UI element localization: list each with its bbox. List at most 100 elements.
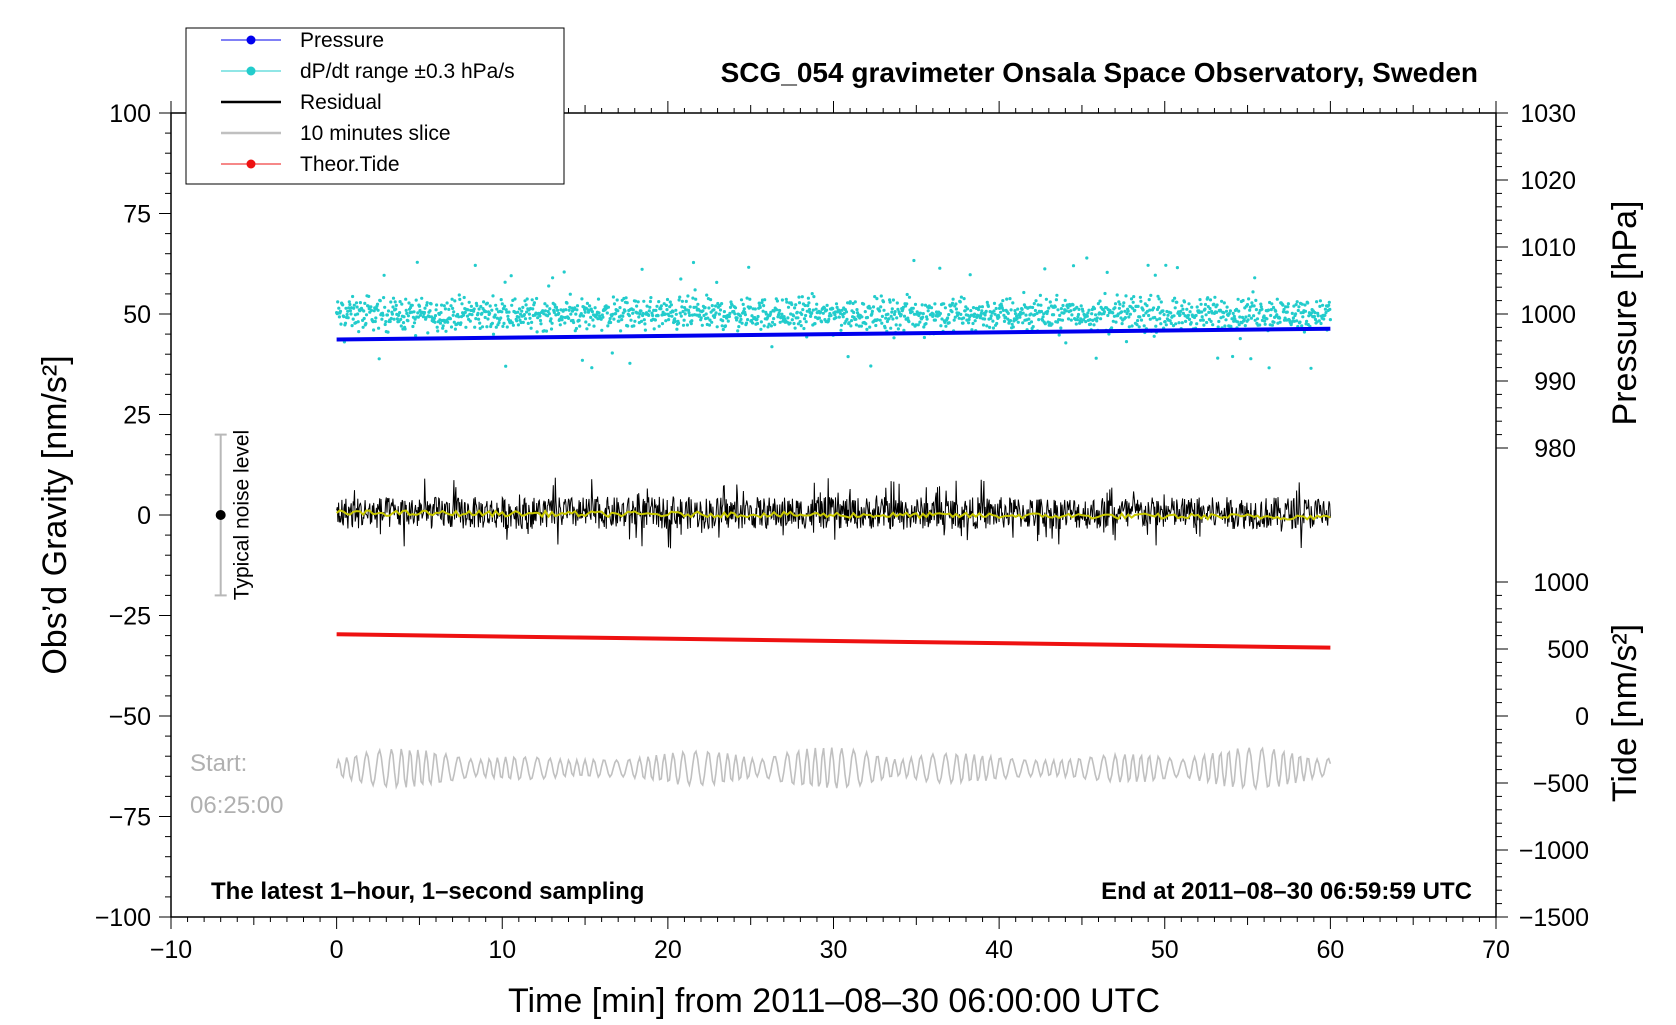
dpdt-point bbox=[671, 310, 675, 314]
dpdt-point bbox=[1016, 320, 1020, 324]
dpdt-point bbox=[1217, 319, 1221, 324]
legend-items: Pressure dP/dt range ±0.3 hPa/s Residual 10… bbox=[221, 29, 515, 176]
dpdt-point bbox=[757, 301, 761, 305]
dpdt-point bbox=[1166, 313, 1170, 317]
dpdt-point bbox=[356, 320, 360, 324]
dpdt-point bbox=[762, 304, 766, 308]
dpdt-point bbox=[606, 324, 610, 328]
dpdt-point bbox=[813, 322, 817, 326]
dpdt-point bbox=[1107, 332, 1111, 336]
dpdt-point bbox=[1200, 310, 1204, 314]
dpdt-point bbox=[959, 295, 964, 299]
dpdt-point bbox=[849, 324, 853, 328]
dpdt-point bbox=[1252, 314, 1256, 318]
dpdt-point bbox=[520, 309, 524, 313]
dpdt-point bbox=[1060, 318, 1065, 322]
dpdt-point bbox=[1221, 315, 1225, 319]
dpdt-point bbox=[759, 320, 764, 324]
dpdt-point bbox=[1061, 303, 1065, 308]
dpdt-point bbox=[1212, 302, 1216, 306]
dpdt-point bbox=[879, 294, 883, 298]
dpdt-point bbox=[1275, 297, 1279, 301]
noise-center-dot bbox=[215, 510, 226, 520]
pressure-line bbox=[336, 326, 1331, 342]
dpdt-point bbox=[631, 311, 635, 315]
dpdt-point bbox=[1128, 312, 1132, 316]
dpdt-point bbox=[1031, 305, 1035, 310]
dpdt-point bbox=[840, 308, 844, 312]
dpdt-point bbox=[868, 306, 872, 310]
end-time-note: End at 2011–08–30 06:59:59 UTC bbox=[1101, 878, 1472, 905]
dpdt-point bbox=[827, 317, 831, 321]
dpdt-point bbox=[1328, 307, 1332, 311]
dpdt-point bbox=[753, 316, 757, 320]
dpdt-point bbox=[896, 307, 900, 311]
dpdt-point bbox=[342, 315, 346, 319]
dpdt-point bbox=[1085, 256, 1089, 260]
dpdt-point bbox=[739, 298, 744, 302]
dpdt-point bbox=[988, 325, 992, 329]
dpdt-point bbox=[715, 325, 719, 329]
dpdt-point bbox=[531, 307, 535, 311]
dpdt-point bbox=[1282, 307, 1286, 312]
dpdt-point bbox=[650, 311, 654, 315]
dpdt-point bbox=[558, 323, 562, 327]
dpdt-point bbox=[608, 317, 612, 321]
dpdt-point bbox=[1254, 298, 1258, 302]
dpdt-point bbox=[647, 309, 651, 313]
dpdt-point bbox=[381, 313, 385, 317]
dpdt-point bbox=[720, 302, 724, 306]
dpdt-point bbox=[1127, 315, 1131, 319]
dpdt-point bbox=[457, 315, 461, 319]
dpdt-point bbox=[1096, 302, 1100, 306]
dpdt-point bbox=[785, 300, 789, 304]
dpdt-point bbox=[979, 311, 983, 316]
dpdt-point bbox=[1142, 313, 1146, 318]
dpdt-point bbox=[795, 310, 799, 314]
dpdt-point bbox=[984, 309, 988, 313]
dpdt-point bbox=[351, 317, 355, 321]
dpdt-point bbox=[641, 311, 645, 316]
y-axis-title-text: Obs’d Gravity [nm/s²] bbox=[36, 355, 74, 674]
y-tick-label: −25 bbox=[109, 603, 151, 631]
tide-axis-ticks: −1500 −1000 −500 0 500 1000 bbox=[1496, 569, 1589, 932]
dpdt-point bbox=[1035, 311, 1039, 315]
dpdt-point bbox=[758, 305, 762, 309]
x-tick-label: 10 bbox=[488, 936, 516, 964]
dpdt-point bbox=[1036, 303, 1040, 307]
dpdt-point bbox=[669, 303, 674, 307]
dpdt-point bbox=[625, 301, 629, 305]
dpdt-point bbox=[444, 329, 448, 333]
residual-smoothed-line bbox=[335, 509, 1331, 521]
dpdt-point bbox=[951, 297, 955, 301]
dpdt-point bbox=[1077, 307, 1081, 311]
dpdt-point bbox=[1154, 324, 1158, 328]
dpdt-point bbox=[921, 315, 925, 319]
dpdt-point bbox=[794, 303, 798, 307]
dpdt-point bbox=[750, 314, 754, 318]
dpdt-point bbox=[1076, 312, 1081, 317]
dpdt-point bbox=[429, 302, 433, 306]
dpdt-point bbox=[739, 317, 743, 321]
dpdt-point bbox=[402, 315, 406, 319]
dpdt-point bbox=[962, 316, 966, 320]
dpdt-point bbox=[1114, 320, 1118, 324]
dpdt-point bbox=[438, 321, 443, 325]
dpdt-point bbox=[462, 295, 466, 300]
dpdt-point bbox=[697, 313, 702, 317]
dpdt-point bbox=[648, 305, 652, 309]
dpdt-point bbox=[639, 319, 644, 323]
dpdt-point bbox=[859, 324, 864, 328]
dpdt-point bbox=[451, 313, 455, 317]
dpdt-point bbox=[632, 324, 636, 328]
dpdt-point bbox=[796, 322, 801, 326]
dpdt-point bbox=[1272, 320, 1276, 324]
y-tick-label: −100 bbox=[95, 904, 151, 932]
dpdt-point bbox=[624, 296, 628, 300]
dpdt-point bbox=[983, 317, 987, 321]
dpdt-point bbox=[568, 292, 572, 296]
dpdt-point bbox=[753, 307, 757, 311]
dpdt-point bbox=[899, 313, 903, 317]
dpdt-point bbox=[517, 315, 521, 319]
dpdt-point bbox=[466, 308, 470, 312]
